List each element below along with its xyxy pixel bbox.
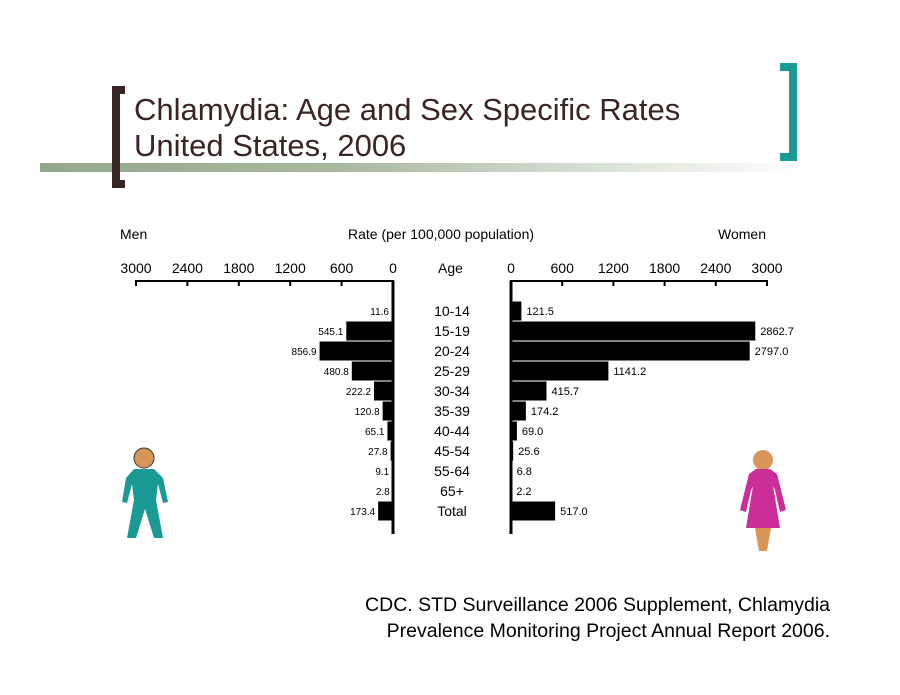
age-category-label: 35-39: [434, 403, 470, 419]
citation-line-2: Prevalence Monitoring Project Annual Rep…: [386, 620, 830, 642]
women-bar: [511, 421, 517, 441]
title-line-2: United States, 2006: [134, 128, 407, 163]
age-category-label: 65+: [440, 483, 464, 499]
women-value-label: 2797.0: [755, 346, 789, 358]
age-category-label: 20-24: [434, 343, 470, 359]
women-tick-label: 600: [551, 260, 575, 276]
men-bar: [382, 401, 393, 421]
men-bar: [319, 341, 393, 361]
women-bar: [511, 341, 750, 361]
women-bar: [511, 401, 526, 421]
women-bar: [511, 461, 512, 481]
women-bar: [511, 361, 609, 381]
men-value-label: 11.6: [370, 307, 389, 318]
age-category-label: Total: [437, 503, 467, 519]
man-figure-icon: [122, 447, 168, 538]
left-bracket-decoration: [112, 86, 125, 188]
men-value-label: 120.8: [355, 407, 380, 418]
men-bar: [390, 441, 393, 461]
men-value-label: 856.9: [292, 347, 317, 358]
women-value-label: 174.2: [531, 406, 559, 418]
men-bar: [351, 361, 393, 381]
men-value-label: 480.8: [324, 367, 349, 378]
men-bar: [392, 301, 393, 321]
age-category-label: 45-54: [434, 443, 470, 459]
women-value-label: 1141.2: [613, 366, 646, 378]
men-tick-label: 1200: [275, 260, 306, 276]
men-value-label: 9.1: [375, 467, 389, 478]
age-category-label: 30-34: [434, 383, 470, 399]
women-value-label: 415.7: [551, 386, 579, 398]
age-axis-label: Age: [438, 260, 463, 276]
women-value-label: 6.8: [517, 466, 532, 478]
men-value-label: 27.8: [368, 447, 388, 458]
age-category-label: 10-14: [434, 303, 470, 319]
women-value-label: 517.0: [560, 506, 588, 518]
women-tick-label: 3000: [751, 260, 782, 276]
women-label: Women: [718, 226, 766, 242]
age-category-label: 40-44: [434, 423, 470, 439]
men-bar: [387, 421, 393, 441]
men-tick-label: 3000: [120, 260, 151, 276]
men-value-label: 222.2: [346, 387, 371, 398]
men-tick-label: 2400: [172, 260, 203, 276]
age-category-label: 55-64: [434, 463, 470, 479]
men-value-label: 2.8: [376, 487, 390, 498]
women-value-label: 69.0: [522, 426, 543, 438]
women-value-label: 2.2: [516, 486, 531, 498]
women-value-label: 121.5: [526, 306, 554, 318]
men-bar: [373, 381, 393, 401]
men-bar: [346, 321, 393, 341]
title-underline-bar: [40, 163, 800, 172]
men-bar: [378, 501, 393, 521]
women-bar: [511, 381, 547, 401]
women-bar: [511, 441, 514, 461]
women-tick-label: 1200: [598, 260, 629, 276]
age-category-label: 15-19: [434, 323, 470, 339]
women-tick-label: 2400: [700, 260, 731, 276]
men-value-label: 65.1: [365, 427, 385, 438]
women-value-label: 25.6: [518, 446, 539, 458]
citation-line-1: CDC. STD Surveillance 2006 Supplement, C…: [365, 594, 830, 616]
chart-title: Rate (per 100,000 population): [348, 226, 535, 242]
men-value-label: 173.4: [350, 507, 375, 518]
men-value-label: 545.1: [318, 327, 343, 338]
citation: CDC. STD Surveillance 2006 Supplement, C…: [365, 592, 830, 644]
women-tick-label: 0: [507, 260, 515, 276]
men-bar: [392, 461, 393, 481]
men-tick-label: 600: [330, 260, 354, 276]
women-value-label: 2862.7: [760, 326, 794, 338]
women-tick-label: 1800: [649, 260, 680, 276]
women-bar: [511, 301, 522, 321]
men-label: Men: [120, 226, 148, 242]
title-line-1: Chlamydia: Age and Sex Specific Rates: [134, 92, 681, 127]
woman-figure-icon: [740, 450, 786, 551]
men-tick-label: 1800: [223, 260, 254, 276]
men-tick-label: 0: [389, 260, 397, 276]
age-category-label: 25-29: [434, 363, 470, 379]
women-bar: [511, 321, 756, 341]
right-bracket-decoration: [780, 63, 797, 161]
slide-title: Chlamydia: Age and Sex Specific Rates Un…: [134, 92, 680, 164]
women-bar: [511, 501, 556, 521]
